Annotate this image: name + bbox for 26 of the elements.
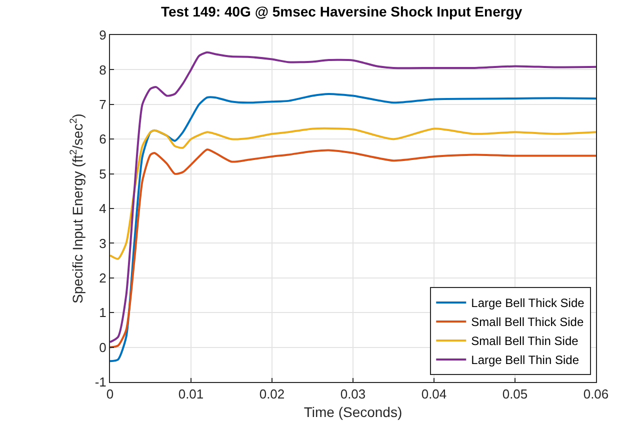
x-axis-title: Time (Seconds) (304, 404, 402, 420)
legend-label: Small Bell Thin Side (471, 334, 579, 348)
y-tick-label: 5 (99, 166, 106, 182)
line-series (110, 127, 596, 260)
y-tick-label: 3 (99, 236, 106, 251)
x-tick-label: 0.06 (583, 386, 609, 402)
y-tick-label: 4 (99, 201, 106, 216)
legend-label: Large Bell Thin Side (471, 353, 580, 368)
chart-title: Test 149: 40G @ 5msec Haversine Shock Input Energy (160, 3, 522, 20)
line-series (110, 148, 596, 348)
x-tick-label: 0.04 (421, 386, 447, 402)
x-tick-label: 0.01 (178, 386, 204, 402)
y-tick-label: 7 (99, 96, 106, 112)
y-tick-label: 0 (99, 340, 106, 355)
y-tick-label: 1 (99, 305, 106, 320)
x-tick-label: 0.05 (502, 386, 528, 402)
y-tick-label: 9 (99, 28, 106, 43)
y-tick-label: 8 (99, 62, 106, 78)
y-tick-label: 6 (99, 132, 106, 147)
x-tick-label: 0.03 (340, 386, 366, 402)
y-tick-label: 2 (99, 270, 106, 286)
x-tick-label: 0.02 (259, 386, 285, 402)
legend-label: Large Bell Thick Side (471, 296, 585, 310)
y-tick-label: -1 (94, 374, 106, 390)
line-series (110, 51, 596, 344)
legend-label: Small Bell Thick Side (471, 315, 584, 330)
